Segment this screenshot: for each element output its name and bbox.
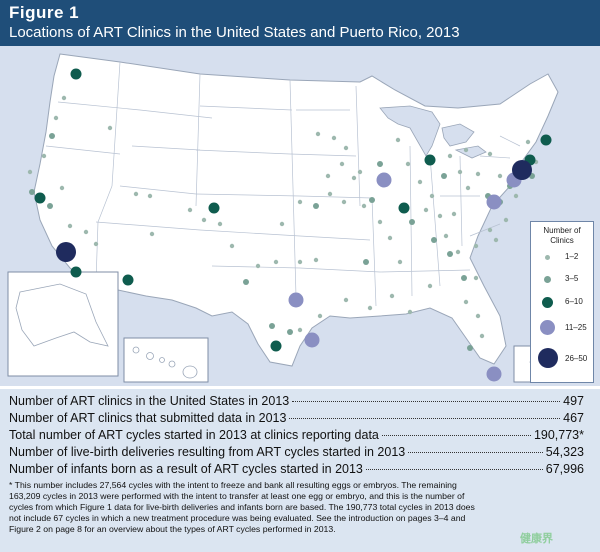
footnote-line: not include 67 cycles in which a new tre…	[9, 513, 466, 523]
stat-label: Number of ART clinics in the United Stat…	[9, 394, 290, 408]
legend-dot-xlarge	[538, 348, 558, 368]
stat-value: 497	[563, 394, 584, 408]
us-map	[7, 53, 593, 383]
stat-value: 190,773*	[533, 428, 584, 442]
stat-value: 54,323	[545, 445, 584, 459]
stat-row: Number of ART clinics that submitted dat…	[9, 411, 584, 427]
stat-value: 67,996	[545, 462, 584, 476]
alaska-shape	[15, 283, 109, 347]
legend-dot-medium-small	[544, 276, 551, 283]
great-lakes	[379, 105, 487, 159]
dot-leader	[408, 452, 543, 453]
legend-label-3-5: 3–5	[565, 274, 579, 283]
legend-label-26-50: 26–50	[565, 354, 588, 363]
legend-dot-small	[545, 255, 550, 260]
stats-panel	[0, 389, 600, 552]
state-borders	[45, 61, 521, 307]
footnote-line: Figure 2 on page 8 for an overview about…	[9, 524, 336, 534]
hawaii-islands	[132, 346, 198, 379]
legend-dot-large	[540, 320, 555, 335]
footnote: * This number includes 27,564 cycles wit…	[9, 480, 587, 535]
clinic-dots-6-10	[34, 68, 552, 352]
footnote-line: * This number includes 27,564 cycles wit…	[9, 480, 457, 490]
clinic-dots-26-50	[56, 160, 532, 262]
clinic-dots-1-2	[27, 95, 555, 369]
dot-leader	[289, 418, 561, 419]
footnote-line: cycles from which Figure 1 data for live…	[9, 502, 475, 512]
stat-label: Total number of ART cycles started in 20…	[9, 428, 379, 442]
figure-label: Figure 1	[9, 3, 80, 22]
stat-label: Number of infants born as a result of AR…	[9, 462, 363, 476]
figure-title: Locations of ART Clinics in the United S…	[9, 24, 460, 41]
map-area: Number of Clinics 1–2 3–5 6–10 11–25 26–…	[0, 46, 600, 386]
legend-title-line1: Number of	[543, 226, 581, 235]
stat-label: Number of ART clinics that submitted dat…	[9, 411, 287, 425]
legend-label-11-25: 11–25	[565, 323, 587, 332]
dot-leader	[381, 435, 531, 436]
watermark-logo: 健康界	[520, 533, 553, 545]
legend-title-line2: Clinics	[550, 236, 574, 245]
map-legend: Number of Clinics 1–2 3–5 6–10 11–25 26–…	[530, 221, 594, 383]
dot-leader	[365, 469, 543, 470]
stat-value: 467	[563, 411, 584, 425]
stat-label: Number of live-birth deliveries resultin…	[9, 445, 406, 459]
legend-dot-medium	[542, 297, 553, 308]
dot-leader	[292, 401, 561, 402]
legend-label-6-10: 6–10	[565, 297, 583, 306]
stat-row: Number of ART clinics in the United Stat…	[9, 394, 584, 410]
footnote-line: 163,209 cycles in 2013 were performed wi…	[9, 491, 465, 501]
stat-row: Number of infants born as a result of AR…	[9, 462, 584, 478]
stat-row: Total number of ART cycles started in 20…	[9, 428, 584, 444]
legend-label-1-2: 1–2	[565, 252, 579, 261]
stat-row: Number of live-birth deliveries resultin…	[9, 445, 584, 461]
figure-header: Figure 1 Locations of ART Clinics in the…	[0, 0, 600, 46]
